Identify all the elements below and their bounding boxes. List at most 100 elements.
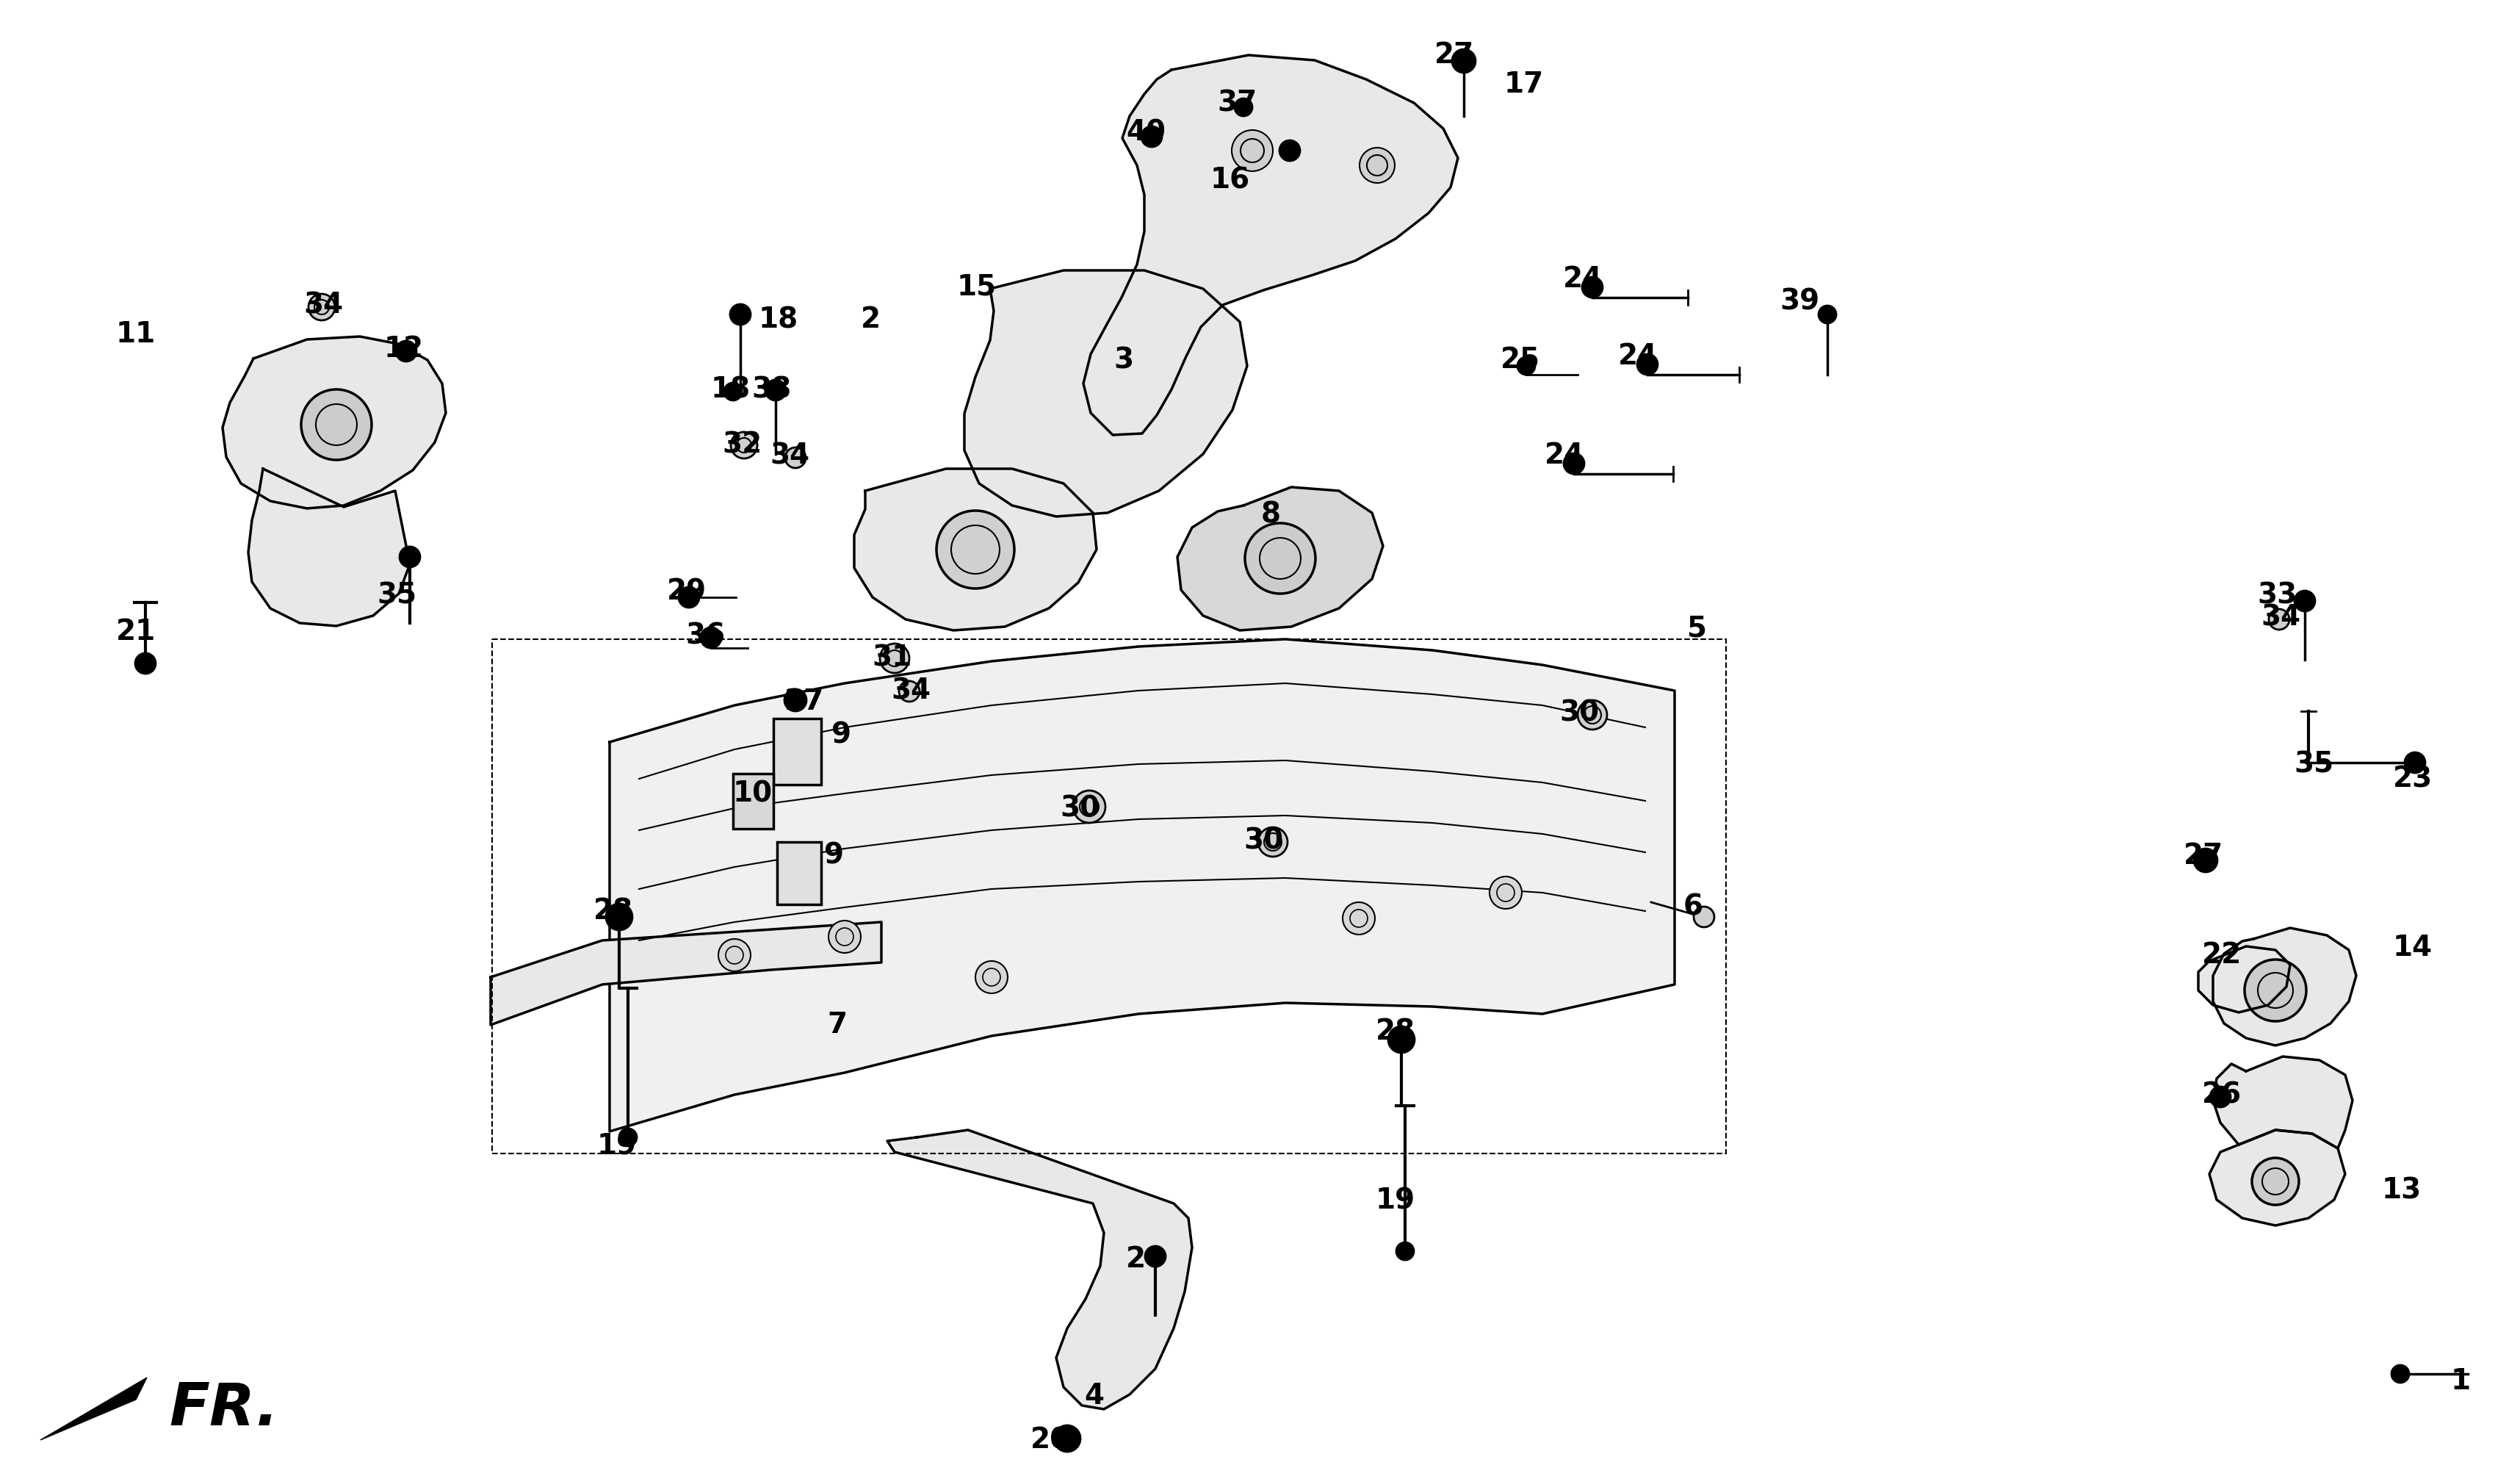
Circle shape	[1144, 1247, 1167, 1267]
Polygon shape	[610, 639, 1676, 1131]
Text: 8: 8	[1260, 501, 1280, 529]
Text: 1: 1	[2449, 1367, 2470, 1395]
Circle shape	[2268, 609, 2288, 630]
Text: 35: 35	[2293, 750, 2334, 778]
Circle shape	[731, 305, 751, 325]
Text: 19: 19	[597, 1132, 638, 1160]
Text: 18: 18	[711, 375, 751, 403]
Circle shape	[1583, 277, 1603, 297]
Circle shape	[396, 341, 416, 362]
Polygon shape	[40, 1377, 146, 1440]
Circle shape	[136, 653, 156, 674]
Circle shape	[786, 447, 806, 467]
Polygon shape	[965, 271, 1247, 517]
Circle shape	[1489, 876, 1522, 908]
Circle shape	[900, 681, 920, 702]
Text: 20: 20	[1031, 1425, 1071, 1453]
Text: 34: 34	[769, 441, 809, 469]
Polygon shape	[491, 921, 882, 1026]
Text: 24: 24	[1618, 343, 1658, 371]
Text: 25: 25	[1499, 346, 1540, 374]
Circle shape	[678, 587, 698, 608]
Circle shape	[1245, 523, 1315, 593]
Bar	[491, 639, 1726, 1153]
Circle shape	[1565, 453, 1585, 473]
Text: 27: 27	[2182, 842, 2223, 870]
Circle shape	[300, 390, 370, 460]
Polygon shape	[2210, 1130, 2346, 1226]
Bar	[774, 718, 822, 785]
Polygon shape	[1177, 486, 1383, 630]
Circle shape	[1358, 148, 1394, 183]
Text: 30: 30	[1560, 699, 1600, 727]
Circle shape	[2391, 1365, 2409, 1383]
Text: 29: 29	[668, 577, 706, 605]
Text: 36: 36	[685, 621, 726, 649]
Circle shape	[829, 920, 862, 952]
Text: 11: 11	[116, 321, 156, 349]
Text: 3: 3	[1114, 346, 1134, 374]
Text: 38: 38	[751, 375, 791, 403]
Polygon shape	[887, 1130, 1192, 1409]
Circle shape	[1053, 1425, 1081, 1452]
Polygon shape	[2197, 946, 2291, 1012]
Text: 22: 22	[2202, 941, 2243, 968]
Circle shape	[401, 546, 421, 567]
Circle shape	[1389, 1027, 1414, 1053]
Text: 40: 40	[1126, 119, 1167, 146]
Text: 21: 21	[116, 618, 156, 646]
Text: 30: 30	[1061, 794, 1099, 822]
Circle shape	[879, 643, 910, 672]
Circle shape	[1142, 126, 1162, 146]
Circle shape	[605, 904, 633, 930]
Text: 9: 9	[824, 842, 844, 870]
Bar	[776, 842, 822, 904]
Text: 7: 7	[827, 1011, 847, 1039]
Circle shape	[2210, 1087, 2230, 1108]
Circle shape	[1396, 1242, 1414, 1260]
Text: 26: 26	[2202, 1081, 2243, 1109]
Text: 5: 5	[1686, 614, 1706, 642]
Polygon shape	[854, 469, 1096, 630]
Circle shape	[2404, 753, 2424, 774]
Text: 34: 34	[2260, 604, 2301, 631]
Text: 9: 9	[832, 721, 852, 749]
Text: 28: 28	[1376, 1018, 1416, 1046]
Text: 14: 14	[2394, 933, 2432, 961]
Circle shape	[718, 939, 751, 971]
Circle shape	[1452, 50, 1477, 73]
Text: 32: 32	[721, 431, 761, 459]
Polygon shape	[222, 337, 446, 508]
Text: 20: 20	[1126, 1247, 1167, 1275]
Text: 23: 23	[2394, 765, 2432, 793]
Circle shape	[784, 689, 806, 711]
Text: 28: 28	[592, 897, 633, 924]
Polygon shape	[2213, 927, 2356, 1046]
Text: 34: 34	[302, 292, 343, 319]
Text: 27: 27	[1434, 41, 1474, 69]
Circle shape	[1517, 357, 1535, 375]
Circle shape	[2195, 848, 2218, 872]
Text: 27: 27	[784, 687, 824, 715]
Circle shape	[766, 379, 786, 400]
Circle shape	[1257, 828, 1288, 857]
Text: 30: 30	[1242, 828, 1283, 856]
Text: FR.: FR.	[169, 1380, 277, 1437]
Circle shape	[723, 382, 741, 400]
Polygon shape	[249, 469, 411, 626]
Circle shape	[937, 511, 1016, 589]
Polygon shape	[2213, 1056, 2354, 1149]
Circle shape	[1232, 130, 1273, 171]
Circle shape	[620, 1128, 638, 1146]
Text: 13: 13	[2381, 1176, 2422, 1204]
Text: 31: 31	[872, 643, 912, 671]
Circle shape	[1280, 141, 1300, 161]
Text: 2: 2	[859, 306, 879, 334]
Text: 6: 6	[1683, 894, 1704, 921]
Text: 16: 16	[1210, 166, 1250, 193]
Circle shape	[1235, 98, 1252, 116]
Text: 10: 10	[733, 779, 774, 807]
Circle shape	[975, 961, 1008, 993]
Circle shape	[2296, 590, 2316, 611]
Text: 35: 35	[378, 582, 416, 609]
